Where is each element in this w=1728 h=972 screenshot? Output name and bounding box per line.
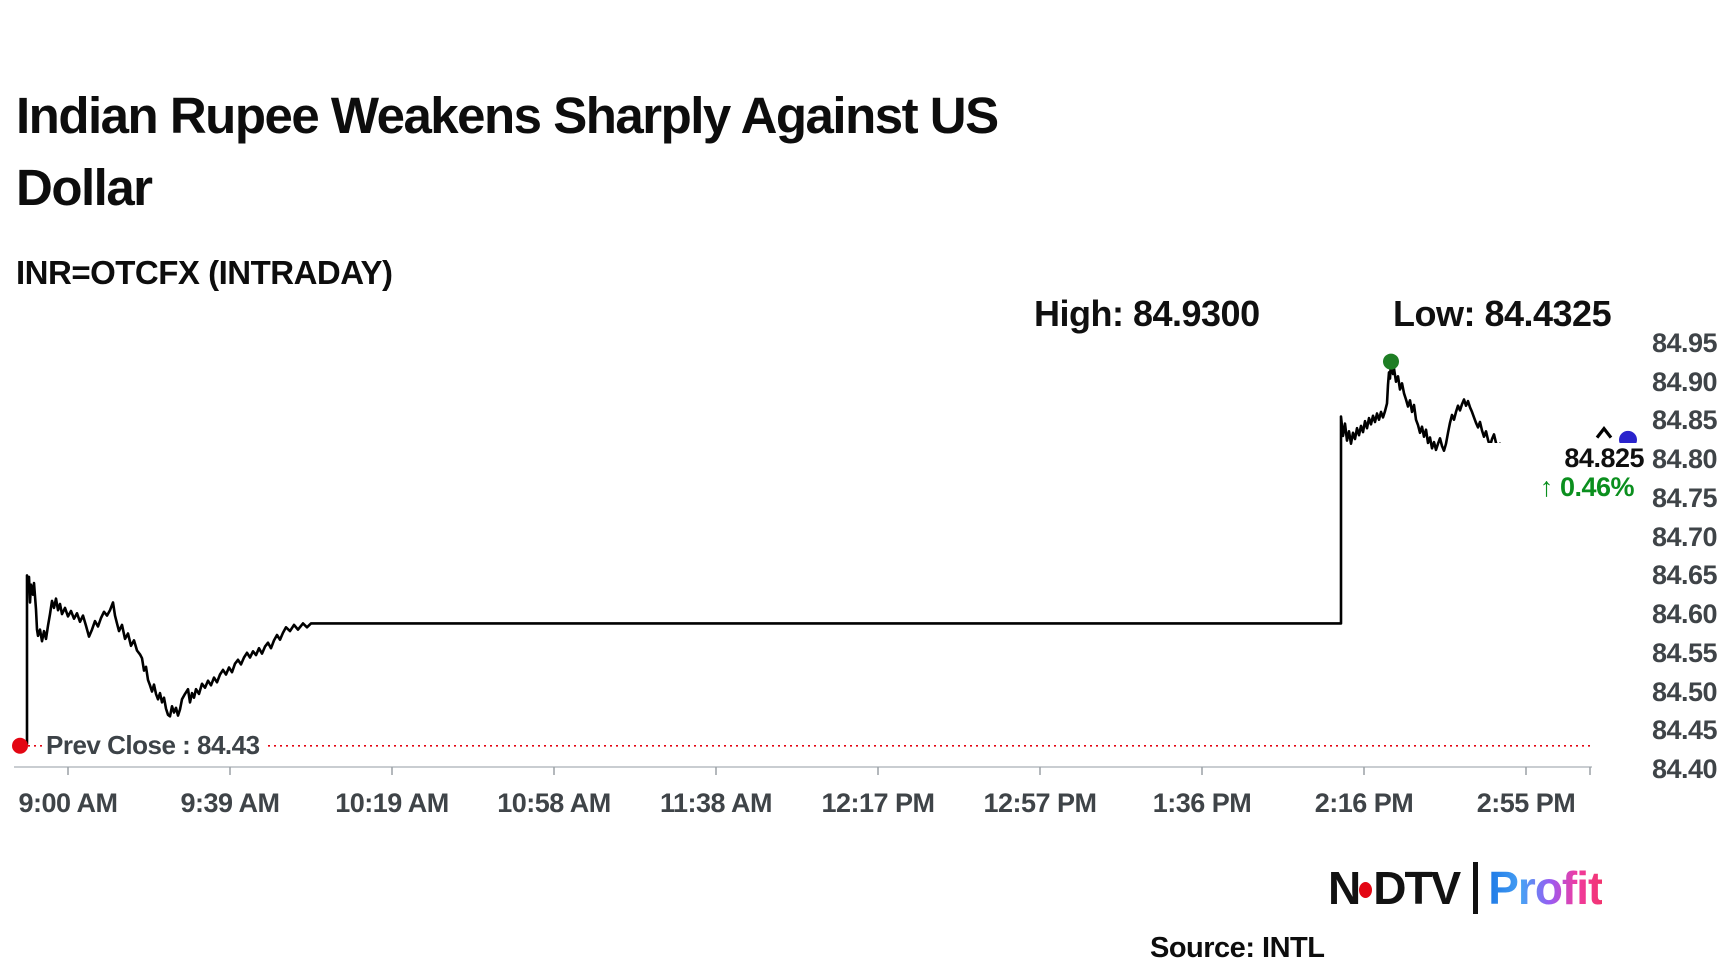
x-tick-label: 11:38 AM xyxy=(659,788,773,818)
last-caret xyxy=(1595,426,1613,439)
prev-close-marker xyxy=(12,737,28,754)
profit-wordmark: Profit xyxy=(1488,862,1603,914)
y-tick-label: 84.45 xyxy=(1652,715,1718,746)
y-tick-label: 84.70 xyxy=(1652,521,1718,552)
price-line xyxy=(25,360,1548,746)
source-label: Source: INTL xyxy=(1150,932,1325,964)
y-tick-label: 84.50 xyxy=(1652,676,1718,707)
high-marker xyxy=(1383,353,1399,370)
ndtv-letter-n: N xyxy=(1328,862,1361,914)
y-tick-label: 84.75 xyxy=(1652,482,1718,513)
instrument-subtitle: INR=OTCFX (INTRADAY) xyxy=(16,254,393,291)
low-annotation: Low: 84.4325 xyxy=(1393,293,1612,334)
ndtv-profit-logo: N DTV Profit xyxy=(1328,858,1603,918)
page-title: Indian Rupee Weakens Sharply Against US … xyxy=(16,87,999,217)
x-tick-label: 1:36 PM xyxy=(1152,788,1252,818)
y-tick-label: 84.65 xyxy=(1652,560,1718,591)
x-tick-label: 12:17 PM xyxy=(821,788,935,818)
x-tick-label: 2:16 PM xyxy=(1314,788,1414,818)
change-percent-text: 0.46% xyxy=(1559,472,1635,502)
x-tick-label: 9:00 AM xyxy=(18,788,118,818)
y-tick-label: 84.55 xyxy=(1652,637,1718,668)
y-tick-label: 84.60 xyxy=(1652,599,1718,630)
y-tick-label: 84.80 xyxy=(1652,444,1718,475)
up-arrow-icon: ↑ xyxy=(1539,472,1554,502)
ndtv-letters-dtv: DTV xyxy=(1373,862,1461,914)
prev-close-label: Prev Close : 84.43 xyxy=(42,730,268,761)
y-tick-label: 84.90 xyxy=(1652,366,1718,397)
ndtv-wordmark: N DTV xyxy=(1328,861,1461,915)
last-price-value: 84.825 xyxy=(1470,443,1645,474)
y-tick-label: 84.95 xyxy=(1652,328,1718,358)
x-tick-label: 10:58 AM xyxy=(497,788,611,818)
ndtv-red-dot-icon xyxy=(1359,882,1373,898)
y-tick-label: 84.85 xyxy=(1652,405,1718,436)
x-tick-label: 10:19 AM xyxy=(335,788,449,818)
x-tick-label: 2:55 PM xyxy=(1476,788,1576,818)
logo-divider-bar xyxy=(1473,862,1479,914)
y-tick-label: 84.40 xyxy=(1652,754,1718,784)
x-tick-label: 12:57 PM xyxy=(983,788,1097,818)
x-tick-label: 9:39 AM xyxy=(180,788,280,818)
last-change-percent: ↑ 0.46% xyxy=(1460,472,1635,503)
high-annotation: High: 84.9300 xyxy=(1034,293,1260,334)
